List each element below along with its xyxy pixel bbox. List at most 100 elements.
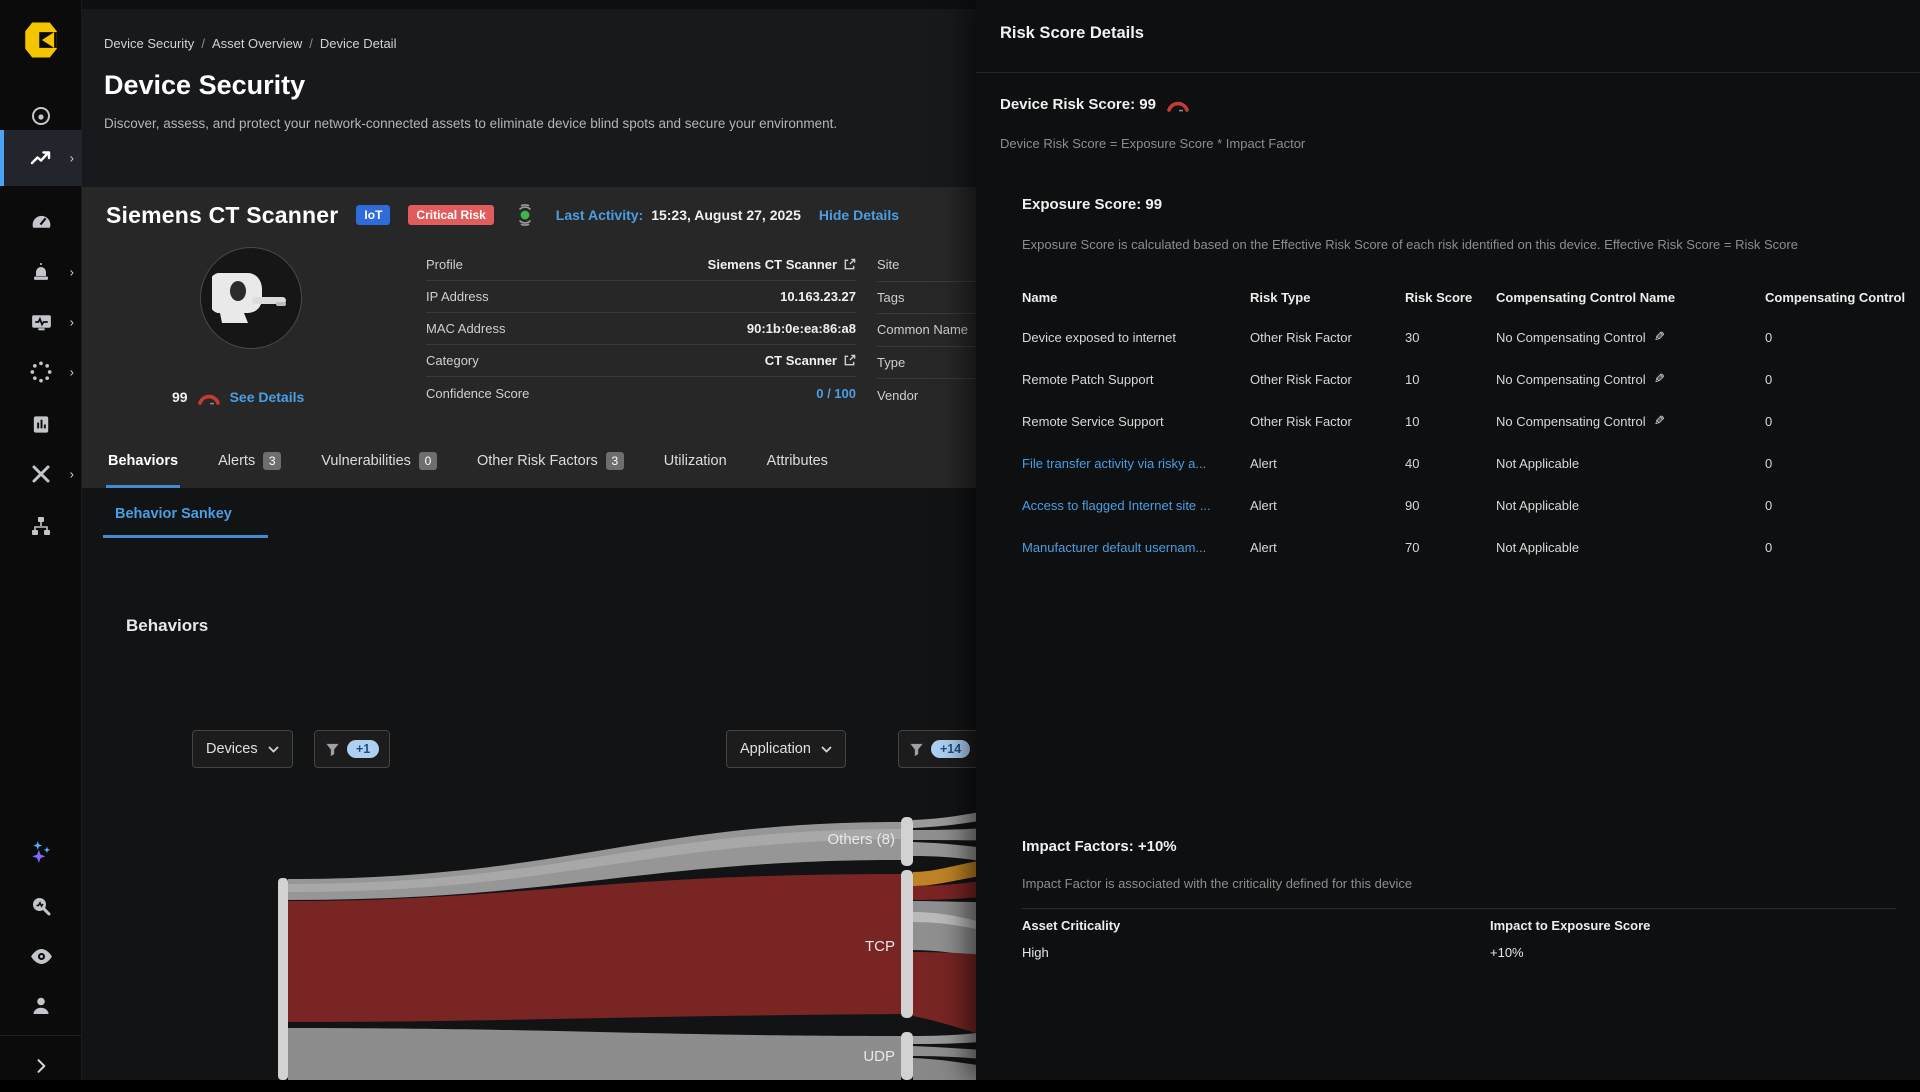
tab-vulnerabilities[interactable]: Vulnerabilities 0 [319, 440, 439, 488]
sidebar-item-reports[interactable] [0, 398, 82, 450]
risk-name-link[interactable]: Access to flagged Internet site ... [1022, 497, 1211, 513]
sidebar-item-topology[interactable] [0, 500, 82, 552]
sidebar-item-alerts[interactable]: › [0, 246, 82, 298]
risk-score: 90 [1405, 497, 1420, 513]
sankey-flow-others-inner [288, 829, 901, 892]
sidebar-item-device-security[interactable]: › [0, 130, 82, 186]
dotted-circle-icon [30, 361, 52, 383]
filter-count-badge: +1 [347, 740, 380, 758]
last-activity: Last Activity: 15:23, August 27, 2025 [556, 207, 801, 223]
impact-divider [1022, 908, 1896, 909]
critical-risk-badge: Critical Risk [408, 205, 494, 225]
exposure-score-description: Exposure Score is calculated based on th… [1022, 237, 1798, 252]
risk-type: Alert [1250, 455, 1277, 471]
hide-details-link[interactable]: Hide Details [818, 207, 899, 223]
chevron-down-icon [821, 745, 832, 753]
external-link-icon [844, 354, 856, 366]
subtab-behavior-sankey[interactable]: Behavior Sankey [103, 506, 268, 538]
tab-attributes[interactable]: Attributes [766, 453, 828, 469]
risk-name-link[interactable]: Manufacturer default usernam... [1022, 539, 1207, 555]
device-title-row: Siemens CT Scanner IoT Critical Risk Las… [106, 201, 899, 229]
sidebar-item-search-insights[interactable] [0, 880, 82, 932]
col-compensating-control-name: Compensating Control Name [1496, 289, 1676, 305]
sidebar-item-discovery[interactable]: › [0, 346, 82, 398]
exposure-table: Name Risk Type Risk Score Compensating C… [1022, 278, 1920, 568]
control-impact: 0 [1765, 371, 1773, 387]
chevron-right-icon: › [69, 364, 74, 380]
application-filter-button[interactable]: +14 [898, 730, 982, 768]
last-activity-label: Last Activity: [555, 207, 644, 223]
sankey-node-source[interactable] [278, 878, 288, 1080]
behavior-sankey-chart[interactable]: Others (8) TCP UDP [82, 660, 1040, 1080]
sidebar-item-user[interactable] [0, 980, 82, 1032]
ai-sparkles-icon [32, 841, 51, 863]
field-label: Profile [426, 257, 463, 272]
ct-scanner-image [212, 273, 286, 323]
sidebar-item-radar[interactable] [0, 90, 82, 142]
eye-icon [30, 948, 52, 964]
edit-icon[interactable]: ✎ [1653, 329, 1665, 344]
edit-icon[interactable]: ✎ [1653, 371, 1665, 386]
page-title: Device Security [104, 70, 306, 100]
behaviors-heading: Behaviors [126, 616, 209, 635]
field-value: 90:1b:0e:ea:86:a8 [746, 321, 856, 336]
field-value-link[interactable]: Siemens CT Scanner [708, 257, 856, 272]
profile-table: Profile Siemens CT Scanner IP Address 10… [426, 249, 856, 409]
table-row: File transfer activity via risky a... Al… [1022, 442, 1920, 484]
radar-icon [32, 107, 50, 125]
devices-filter-button[interactable]: +1 [314, 730, 391, 768]
chevron-right-icon: › [69, 314, 74, 330]
breadcrumb-device-security[interactable]: Device Security [104, 36, 195, 51]
sankey-flow-tcp[interactable] [288, 874, 901, 1022]
breadcrumb-asset-overview[interactable]: Asset Overview [211, 36, 303, 51]
chevron-right-icon: › [69, 466, 74, 482]
impact-table: Asset Criticality Impact to Exposure Sco… [1022, 918, 1896, 960]
application-dropdown[interactable]: Application [726, 730, 846, 768]
gauge-icon [32, 215, 50, 228]
filter-count-badge: +14 [931, 740, 971, 758]
sidebar-item-monitoring[interactable]: › [0, 296, 82, 348]
col-risk-type: Risk Type [1250, 289, 1311, 305]
devices-dropdown[interactable]: Devices [192, 730, 293, 768]
risk-score-details-panel: Risk Score Details Device Risk Score: 99… [976, 0, 1920, 1080]
sidebar-item-ai-assistant[interactable] [0, 826, 82, 878]
profile-row: Category CT Scanner [426, 345, 856, 377]
breadcrumb-device-detail[interactable]: Device Detail [319, 36, 397, 51]
risk-gauge-icon [197, 394, 220, 405]
forescout-logo[interactable] [0, 14, 82, 66]
collapse-chevron-icon [37, 1059, 46, 1073]
profile-row: IP Address 10.163.23.27 [426, 281, 856, 313]
risk-name: Device exposed to internet [1022, 329, 1176, 345]
report-card-icon [33, 415, 48, 433]
table-row: Access to flagged Internet site ... Aler… [1022, 484, 1920, 526]
sankey-flow-udp[interactable] [288, 1028, 901, 1080]
risk-score-formula: Device Risk Score = Exposure Score * Imp… [1000, 136, 1306, 151]
sidebar-item-tools[interactable]: › [0, 448, 82, 500]
user-icon [33, 997, 49, 1014]
risk-type: Alert [1250, 539, 1277, 555]
tab-other-risk-factors[interactable]: Other Risk Factors 3 [475, 440, 626, 488]
sidebar-item-dashboard[interactable] [0, 196, 82, 248]
edit-icon[interactable]: ✎ [1653, 413, 1665, 428]
sankey-node-udp[interactable] [901, 1032, 913, 1080]
confidence-score-link[interactable]: 0 / 100 [816, 385, 856, 401]
control-impact: 0 [1765, 413, 1773, 429]
risk-name-link[interactable]: File transfer activity via risky a... [1022, 455, 1207, 471]
see-details-link[interactable]: See Details [229, 389, 305, 405]
tab-utilization[interactable]: Utilization [663, 453, 727, 469]
device-security-icon [30, 151, 51, 165]
tab-behaviors[interactable]: Behaviors [106, 440, 181, 488]
sidebar-item-visibility[interactable] [0, 930, 82, 982]
sankey-node-tcp[interactable] [901, 870, 913, 1018]
tab-bar: Behaviors Alerts 3 Vulnerabilities 0 Other… [106, 440, 830, 488]
tab-count-badge: 3 [605, 452, 624, 470]
field-value-link[interactable]: CT Scanner [765, 353, 856, 368]
control-impact: 0 [1765, 497, 1773, 513]
sankey-node-others[interactable] [901, 817, 913, 866]
table-row: Remote Patch Support Other Risk Factor 1… [1022, 358, 1920, 400]
table-row: Manufacturer default usernam... Alert 70… [1022, 526, 1920, 568]
col-impact-to-exposure-score: Impact to Exposure Score [1490, 918, 1651, 933]
tab-alerts[interactable]: Alerts 3 [216, 440, 283, 488]
sidebar-collapse-button[interactable] [0, 1040, 82, 1092]
panel-divider [976, 72, 1920, 73]
